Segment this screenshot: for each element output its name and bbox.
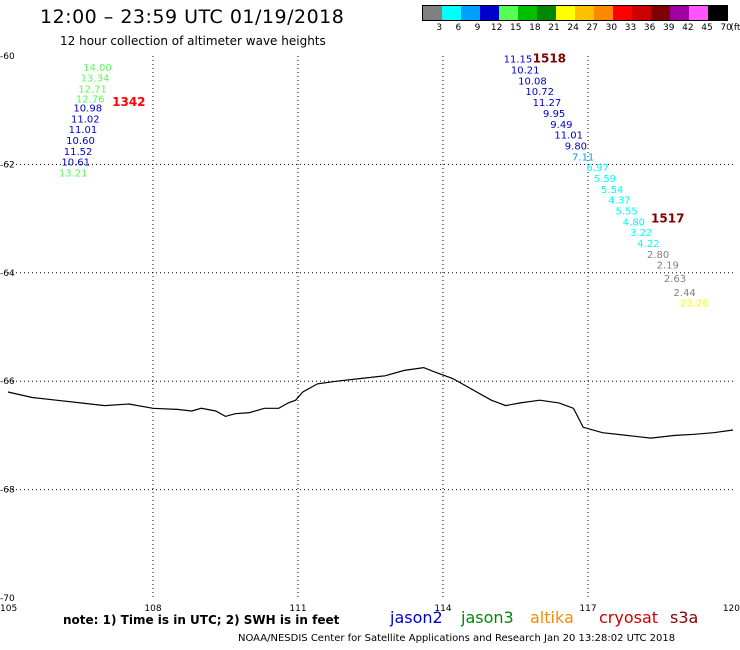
swh-value-label: 9.95: [543, 109, 565, 120]
footer-credit: NOAA/NESDIS Center for Satellite Applica…: [238, 633, 676, 644]
legend-label: 18: [529, 23, 541, 33]
pass-time-label: 1342: [112, 95, 145, 109]
lat-tick-label: -60: [0, 52, 15, 62]
legend-swatch-33: [613, 6, 632, 20]
legend-swatch-21: [537, 6, 556, 20]
lat-tick-label: -68: [0, 486, 15, 496]
lon-tick-label: 108: [144, 604, 161, 614]
lon-tick-label: 111: [289, 604, 306, 614]
legend-swatch-30: [594, 6, 613, 20]
swh-value-label: 11.01: [69, 125, 98, 136]
satellite-s3a: s3a: [670, 608, 699, 627]
legend-label: 39: [662, 23, 675, 33]
swh-value-label: 23.26: [680, 299, 709, 310]
satellite-jason2: jason2: [390, 608, 443, 627]
legend-swatch-18: [518, 6, 537, 20]
page-subtitle: 12 hour collection of altimeter wave hei…: [60, 34, 326, 48]
swh-value-label: 2.19: [657, 261, 679, 272]
swh-value-label: 2.80: [647, 250, 669, 261]
page-title: 12:00 – 23:59 UTC 01/19/2018: [40, 6, 345, 28]
swh-value-label: 11.15: [504, 55, 533, 66]
swh-value-label: 10.61: [61, 158, 90, 169]
swh-value-label: 10.60: [66, 136, 95, 147]
legend-swatch-36: [632, 6, 651, 20]
pass-time-label: 1517: [651, 212, 684, 226]
swh-value-label: 4.22: [637, 239, 659, 250]
legend-unit: (ft): [730, 23, 740, 33]
legend-label: 36: [643, 23, 656, 33]
swh-value-label: 10.08: [518, 76, 547, 87]
pass-time-label: 1518: [533, 52, 566, 66]
swh-value-label: 5.55: [616, 206, 638, 217]
legend-swatch-70: [708, 6, 727, 20]
legend-label: 12: [490, 23, 503, 33]
legend-label: 15: [509, 23, 522, 33]
swh-value-label: 7.11: [572, 152, 594, 163]
swh-value-label: 12.71: [78, 85, 107, 96]
swh-value-label: 2.44: [674, 288, 696, 299]
legend-label: 45: [701, 23, 713, 33]
lat-tick-label: -62: [0, 160, 15, 170]
legend-label: 30: [605, 23, 618, 33]
swh-value-label: 11.01: [554, 131, 583, 142]
legend-swatch-9: [461, 6, 480, 20]
legend-swatch-27: [575, 6, 594, 20]
swh-value-label: 5.59: [594, 174, 616, 185]
legend-label: 42: [682, 23, 694, 33]
legend-label: 21: [548, 23, 560, 33]
swh-value-label: 6.97: [587, 163, 609, 174]
legend-swatch-6: [442, 6, 461, 20]
legend-label: 6: [455, 23, 462, 33]
swh-value-label: 13.34: [81, 74, 110, 85]
lat-tick-label: -66: [0, 377, 15, 387]
legend-label: 27: [586, 23, 598, 33]
lat-tick-label: -70: [0, 594, 15, 604]
swh-value-label: 4.37: [608, 196, 630, 207]
legend-swatches: [422, 5, 728, 21]
satellite-jason3: jason3: [461, 608, 514, 627]
swh-value-label: 11.52: [64, 147, 93, 158]
swh-value-label: 12.76: [76, 94, 105, 105]
satellite-altika: altika: [530, 608, 574, 627]
lat-tick-label: -64: [0, 269, 15, 279]
lon-tick-label: 114: [434, 604, 451, 614]
legend-swatch-15: [499, 6, 518, 20]
legend-label: 24: [567, 23, 579, 33]
legend-swatch-12: [480, 6, 499, 20]
swh-value-label: 10.98: [73, 103, 102, 114]
legend-label: 9: [474, 23, 481, 33]
legend-swatch-3: [423, 6, 442, 20]
legend-label: 3: [436, 23, 443, 33]
swh-value-label: 10.21: [511, 66, 540, 77]
swh-value-label: 4.80: [623, 217, 645, 228]
legend-swatch-24: [556, 6, 575, 20]
swh-value-label: 5.54: [601, 185, 623, 196]
satellite-cryosat: cryosat: [599, 608, 659, 627]
lon-tick-label: 120: [723, 604, 740, 614]
swh-value-label: 11.02: [71, 114, 100, 125]
swh-value-label: 11.27: [533, 98, 562, 109]
legend-swatch-42: [670, 6, 689, 20]
lon-tick-label: 105: [0, 604, 17, 614]
footer-note: note: 1) Time is in UTC; 2) SWH is in fe…: [63, 613, 340, 627]
legend-swatch-45: [689, 6, 708, 20]
swh-value-label: 13.21: [59, 169, 88, 180]
swh-value-label: 14.00: [83, 63, 112, 74]
swh-value-label: 9.49: [550, 120, 572, 131]
legend-swatch-39: [651, 6, 670, 20]
legend-label: 33: [624, 23, 637, 33]
antarctic-coastline: [7, 366, 734, 439]
swh-value-label: 10.72: [525, 87, 554, 98]
swh-value-label: 3.22: [630, 228, 652, 239]
lon-tick-label: 117: [579, 604, 596, 614]
swh-value-label: 9.80: [565, 141, 587, 152]
legend-label: 70: [720, 23, 732, 33]
swh-value-label: 2.63: [664, 274, 686, 285]
